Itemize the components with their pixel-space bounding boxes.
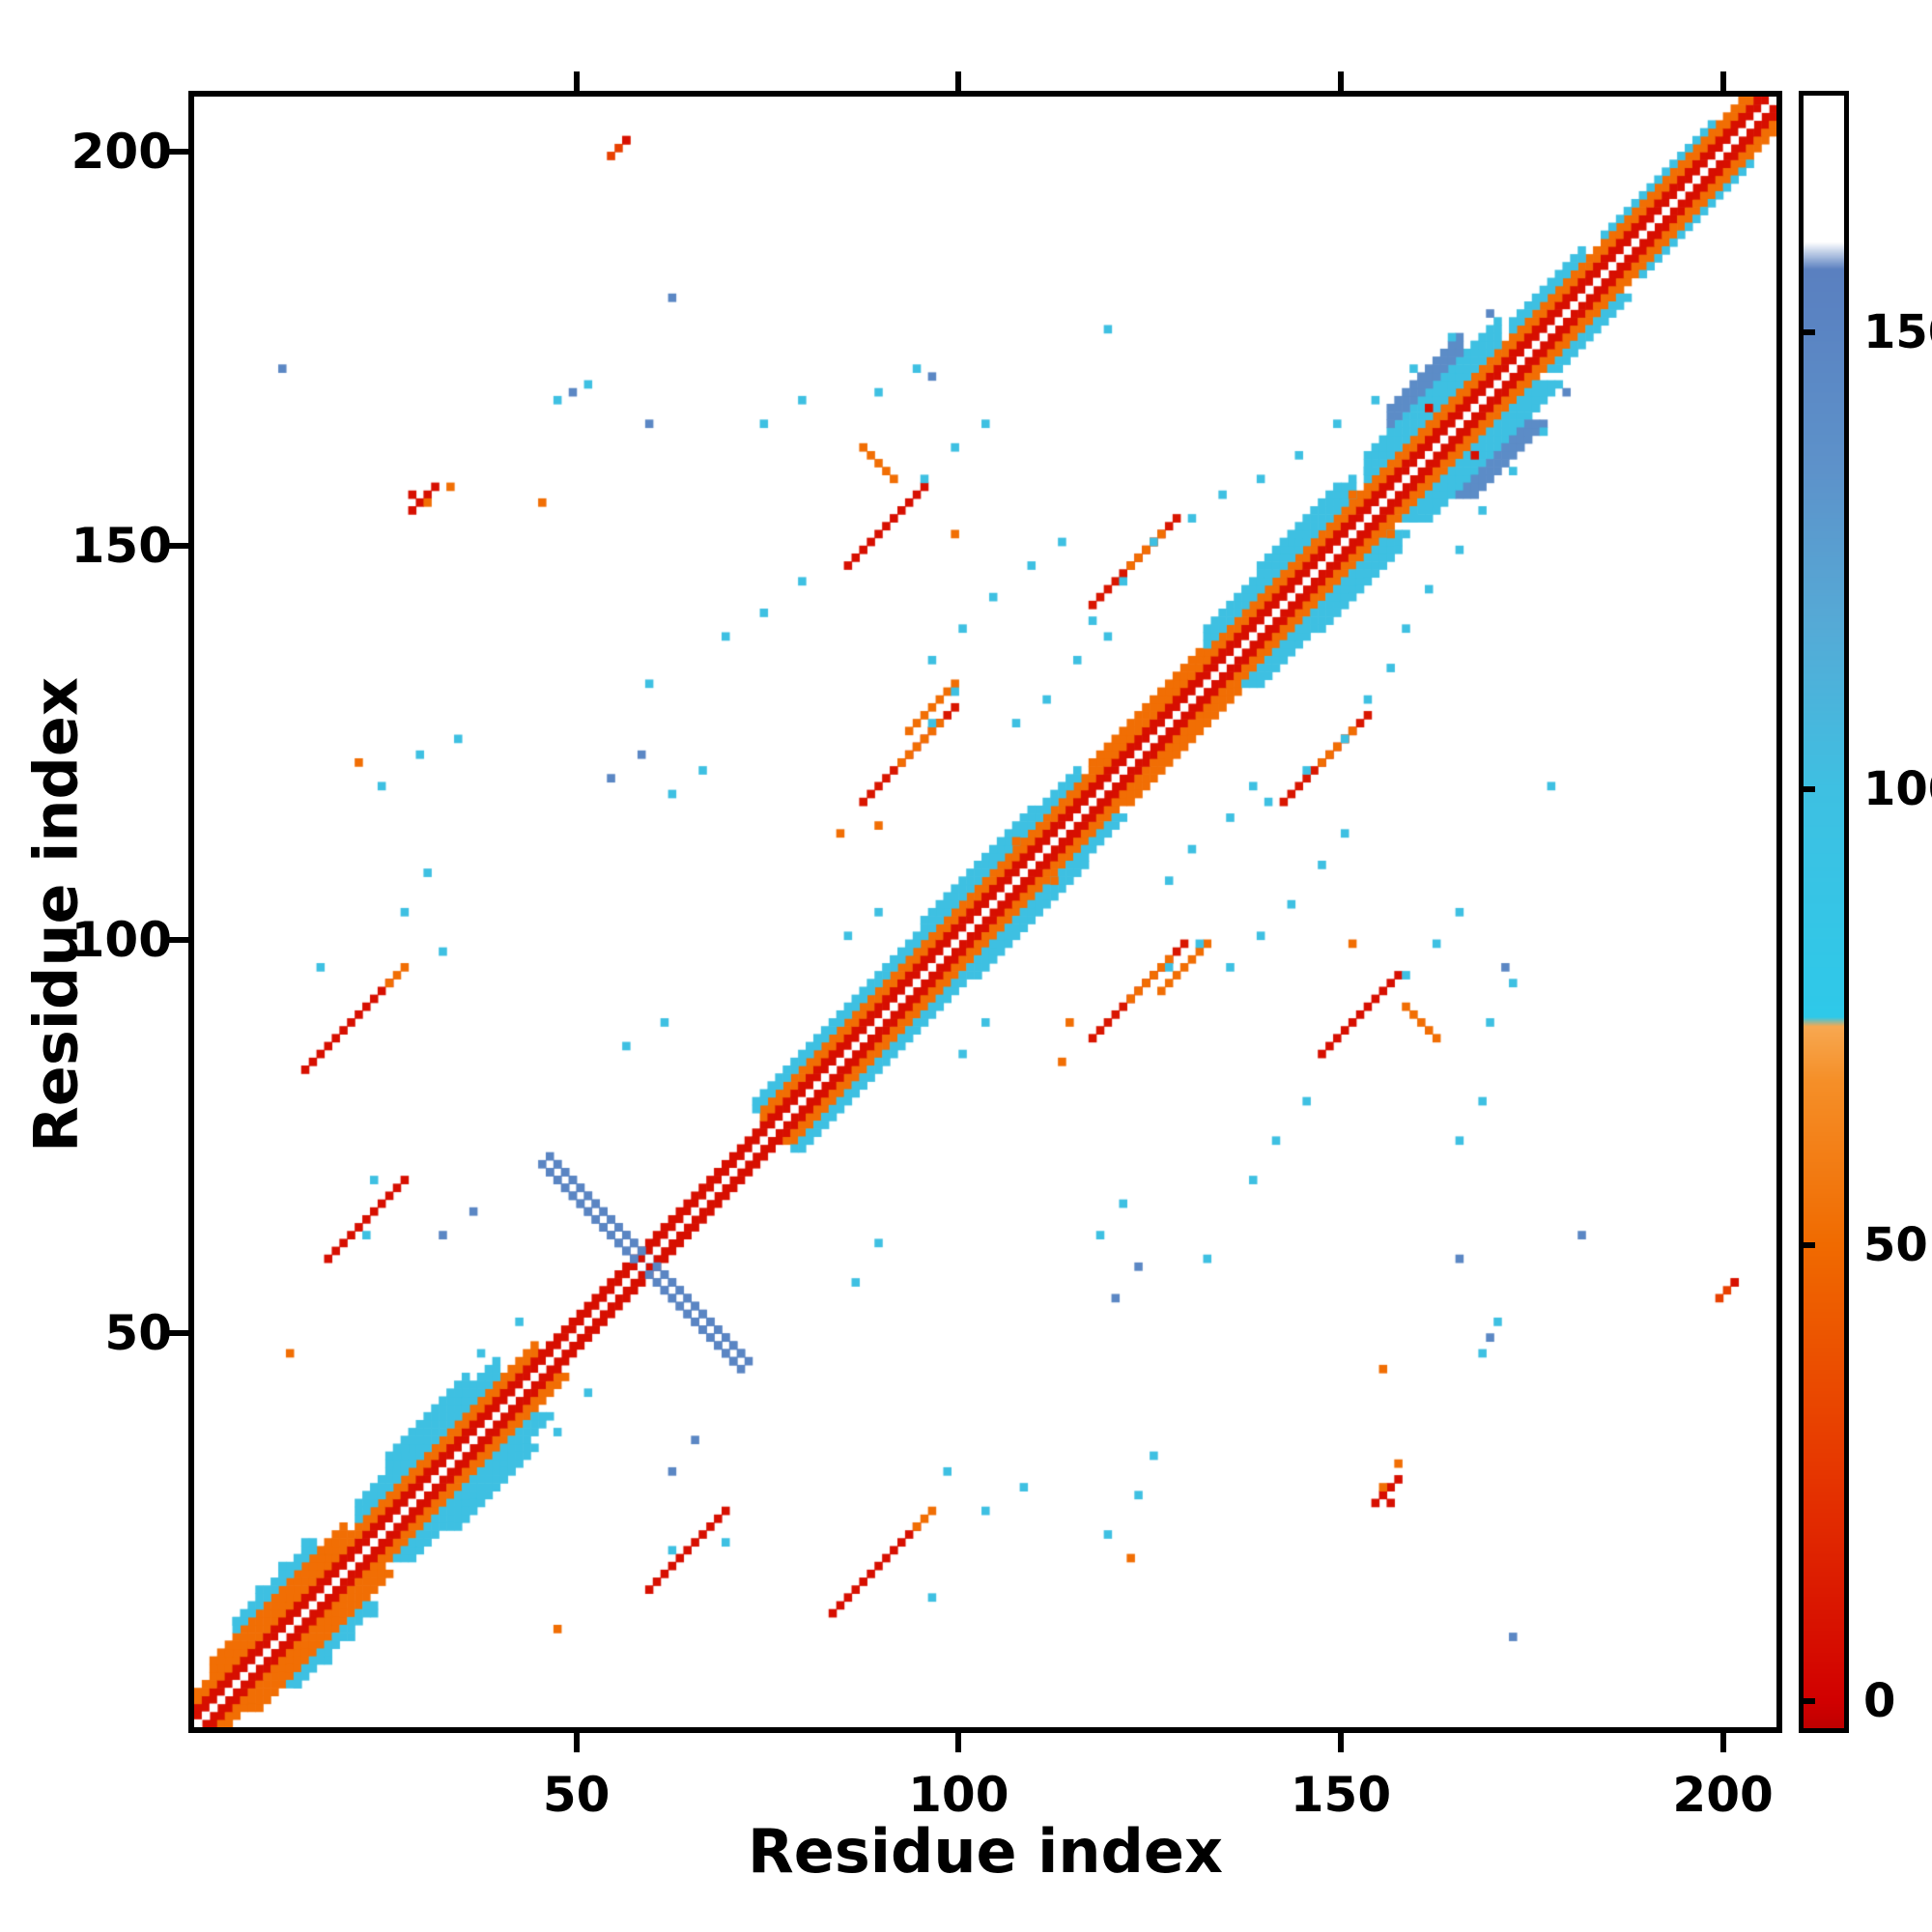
y-tick-mark	[169, 936, 188, 943]
colorbar-tick-mark	[1802, 329, 1815, 336]
heatmap-canvas	[194, 97, 1776, 1727]
x-tick-mark	[1337, 1733, 1344, 1752]
colorbar-tick-mark	[1802, 1241, 1815, 1248]
y-tick-mark	[169, 149, 188, 156]
x-tick-mark	[1719, 1733, 1726, 1752]
x-axis-label: Residue index	[748, 1816, 1223, 1887]
colorbar-tick-mark	[1802, 785, 1815, 792]
x-tick-label: 50	[542, 1767, 611, 1823]
y-tick-label: 100	[71, 911, 172, 968]
y-tick-mark	[169, 1330, 188, 1337]
colorbar-tick-label: 0	[1863, 1673, 1896, 1728]
x-tick-mark-top	[1337, 71, 1344, 91]
colorbar-tick-mark	[1802, 1697, 1815, 1704]
colorbar-canvas	[1804, 96, 1844, 1728]
x-tick-mark-top	[955, 71, 962, 91]
x-tick-label: 100	[908, 1767, 1009, 1823]
colorbar: 0 50 100 150	[1799, 91, 1932, 1733]
x-tick-mark	[955, 1733, 962, 1752]
y-tick-label: 200	[71, 124, 172, 181]
y-tick-label: 150	[71, 517, 172, 574]
x-tick-mark-top	[573, 71, 580, 91]
colorbar-tick-label: 150	[1863, 305, 1932, 360]
x-tick-label: 150	[1290, 1767, 1392, 1823]
y-tick-mark	[169, 542, 188, 549]
y-axis-label: Residue index	[20, 677, 92, 1152]
plot-frame: 50 100 150 200 50 100 150 200	[71, 71, 1782, 1823]
y-tick-label: 50	[104, 1305, 172, 1362]
x-tick-mark-top	[1719, 71, 1726, 91]
x-tick-mark	[573, 1733, 580, 1752]
colorbar-tick-label: 50	[1863, 1217, 1928, 1272]
x-tick-label: 200	[1672, 1767, 1774, 1823]
colorbar-tick-label: 100	[1863, 761, 1932, 816]
